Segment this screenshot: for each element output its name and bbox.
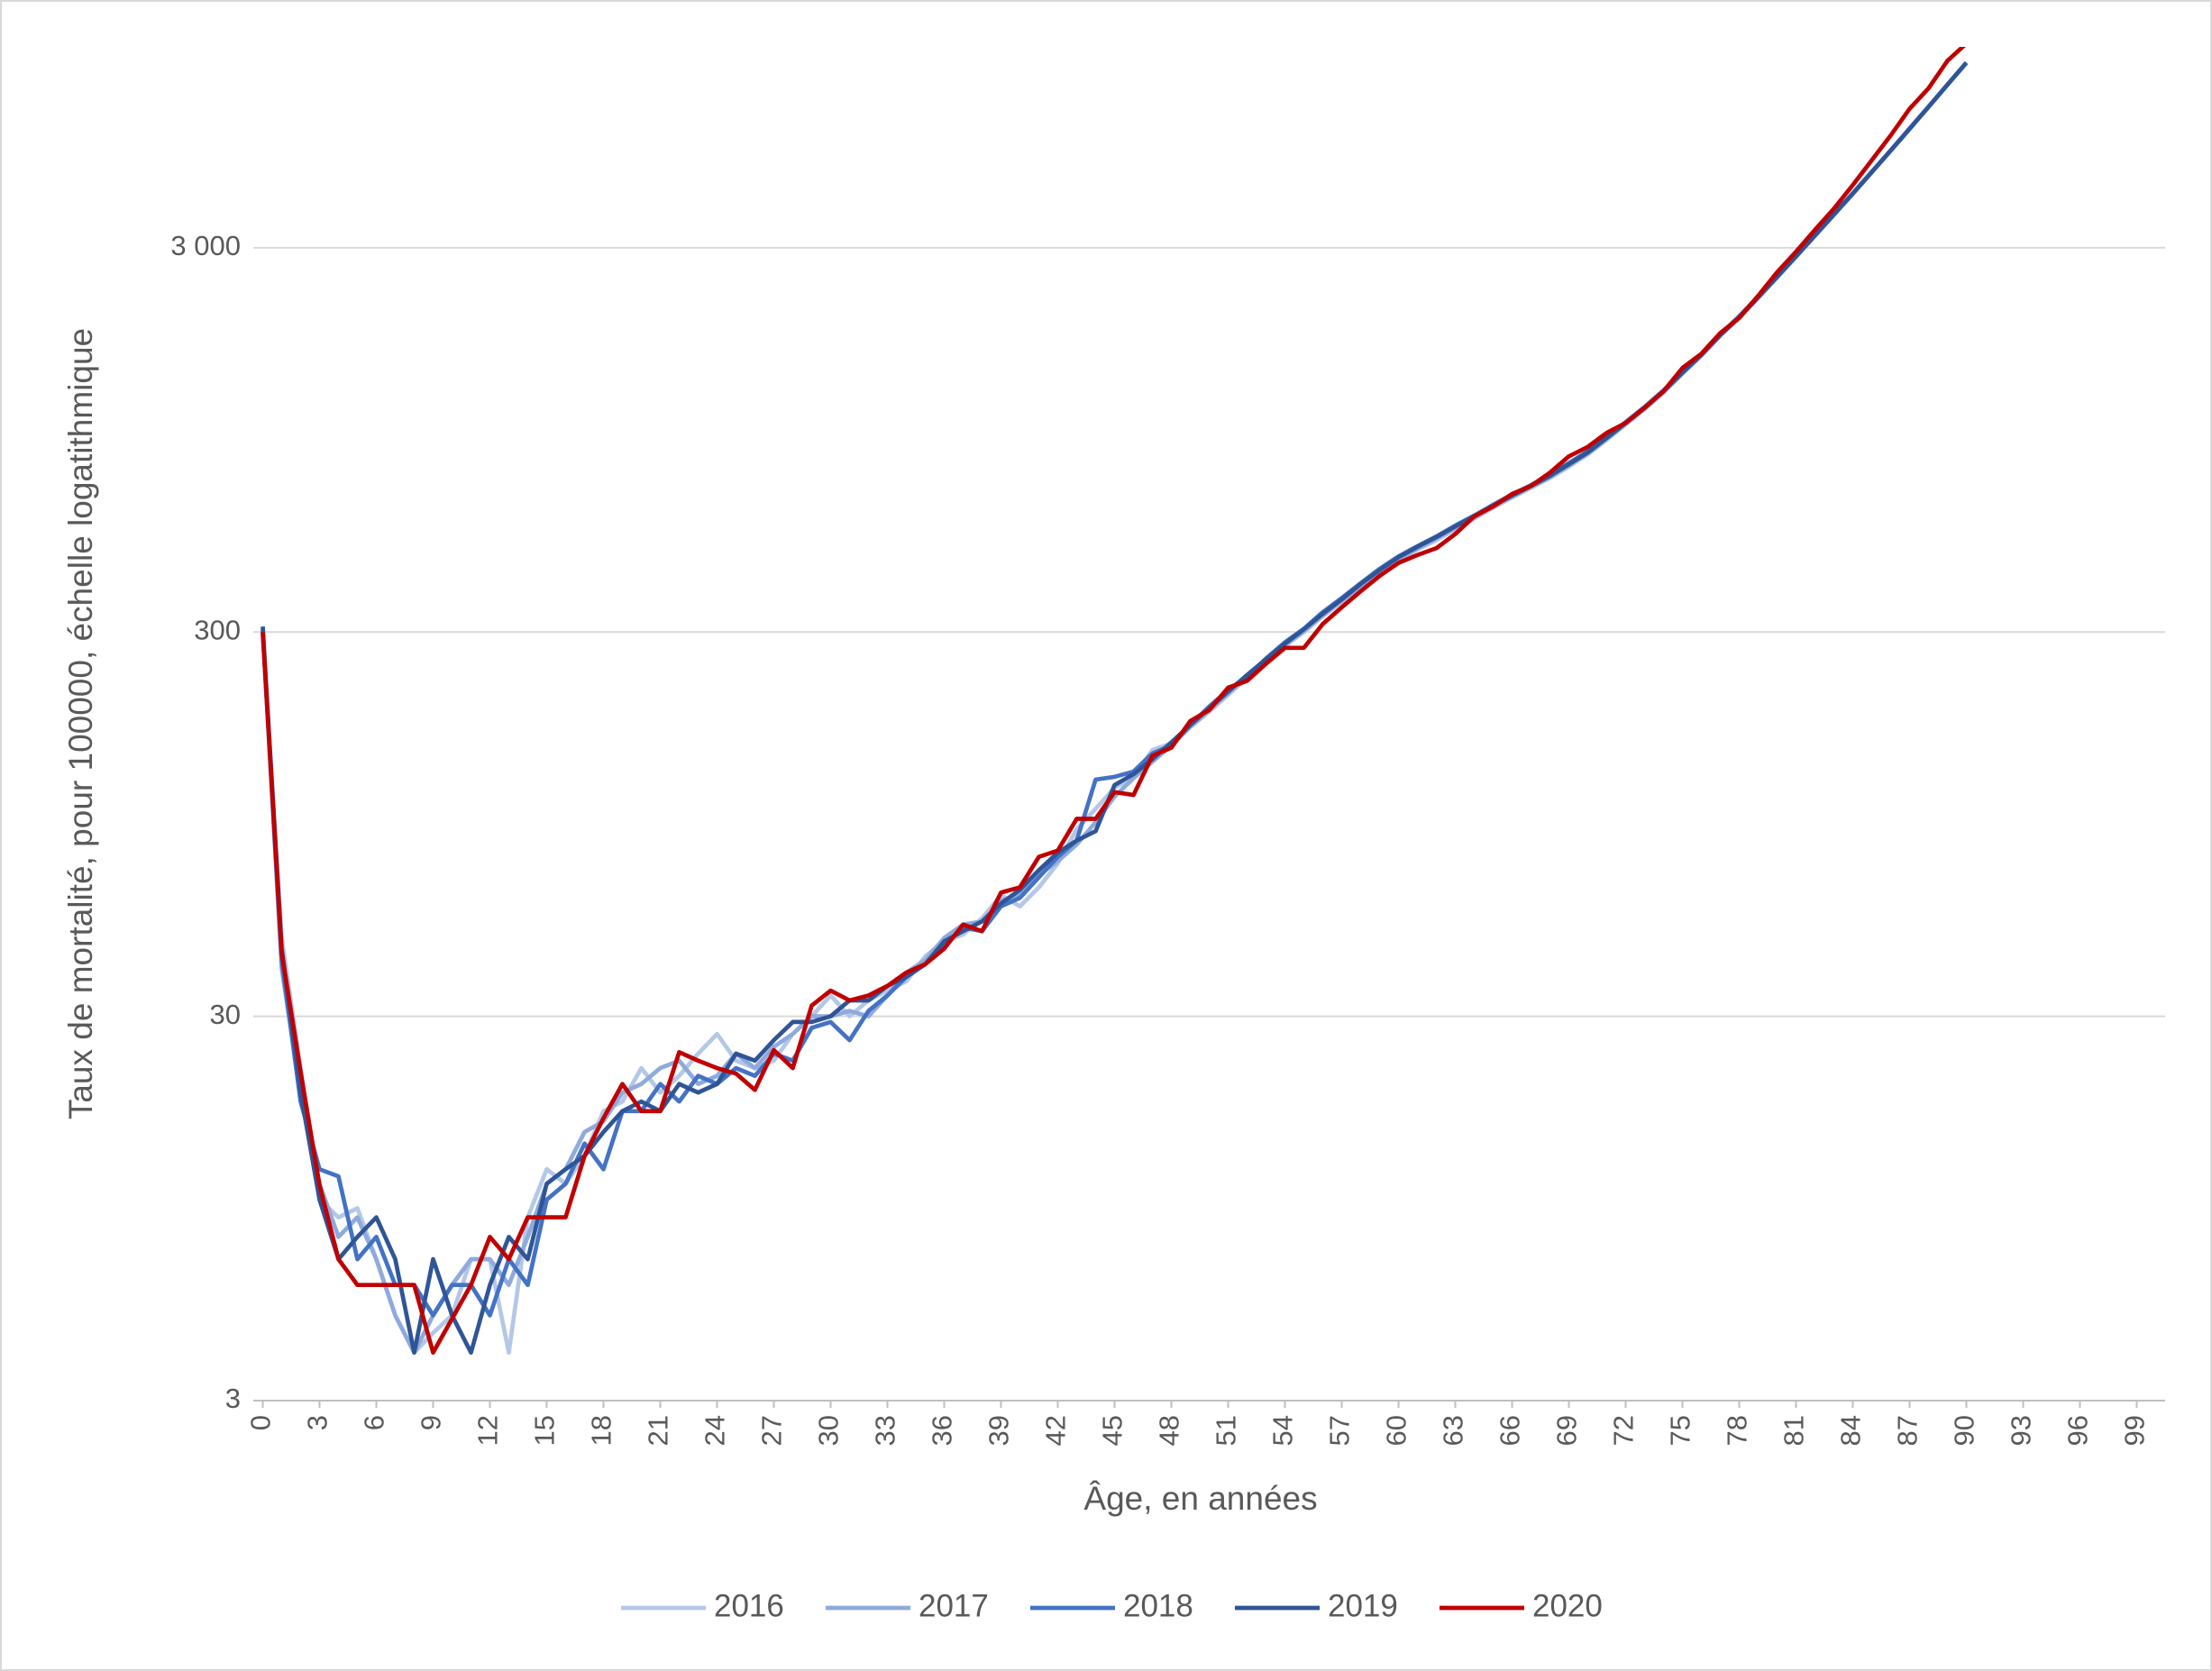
x-tick-label: 81 [1778, 1415, 1810, 1446]
series-line [261, 47, 1966, 1356]
x-tick-label: 78 [1722, 1415, 1753, 1446]
x-tick-label: 42 [1040, 1415, 1072, 1446]
x-tick-label: 63 [1438, 1415, 1469, 1446]
series-line [261, 60, 1969, 1356]
legend-label: 2019 [1328, 1588, 1398, 1623]
x-tick-label: 30 [813, 1415, 845, 1446]
x-tick-label: 18 [586, 1415, 617, 1446]
x-tick-label: 15 [529, 1415, 561, 1446]
legend-label: 2018 [1123, 1588, 1193, 1623]
x-tick-label: 66 [1494, 1415, 1526, 1446]
x-tick-label: 9 [416, 1415, 447, 1430]
legend-label: 2020 [1532, 1588, 1603, 1623]
x-tick-label: 57 [1324, 1415, 1356, 1446]
y-tick-label: 300 [194, 614, 241, 645]
plot-area [261, 47, 1969, 1356]
legend-label: 2017 [919, 1588, 989, 1623]
x-tick-label: 99 [2119, 1415, 2151, 1446]
x-tick-label: 93 [2006, 1415, 2037, 1446]
x-tick-label: 60 [1381, 1415, 1412, 1446]
x-tick-label: 84 [1835, 1415, 1867, 1446]
x-tick-label: 54 [1267, 1415, 1299, 1446]
y-axis-title: Taux de mortalité, pour 100000, échelle … [62, 328, 99, 1119]
x-tick-label: 87 [1892, 1415, 1924, 1446]
x-tick-label: 36 [927, 1415, 958, 1446]
y-tick-label: 3 [225, 1383, 241, 1414]
x-tick-label: 72 [1608, 1415, 1640, 1446]
x-tick-label: 27 [756, 1415, 788, 1446]
y-tick-label: 30 [210, 999, 241, 1030]
x-tick-label: 96 [2062, 1415, 2094, 1446]
x-tick-label: 45 [1097, 1415, 1129, 1446]
x-tick-label: 75 [1665, 1415, 1696, 1446]
x-tick-label: 90 [1949, 1415, 1980, 1446]
x-tick-label: 33 [870, 1415, 901, 1446]
x-tick-label: 3 [302, 1415, 334, 1430]
x-tick-label: 12 [472, 1415, 504, 1446]
x-tick-label: 0 [245, 1415, 277, 1430]
x-tick-label: 21 [643, 1415, 674, 1446]
x-tick-label: 39 [983, 1415, 1015, 1446]
x-tick-label: 48 [1154, 1415, 1185, 1446]
y-tick-label: 3 000 [170, 230, 241, 261]
x-axis-title: Âge, en années [1083, 1480, 1317, 1517]
x-tick-label: 51 [1211, 1415, 1242, 1446]
legend-label: 2016 [714, 1588, 784, 1623]
x-tick-label: 24 [699, 1415, 731, 1446]
x-tick-label: 6 [359, 1415, 390, 1430]
x-tick-label: 69 [1551, 1415, 1583, 1446]
